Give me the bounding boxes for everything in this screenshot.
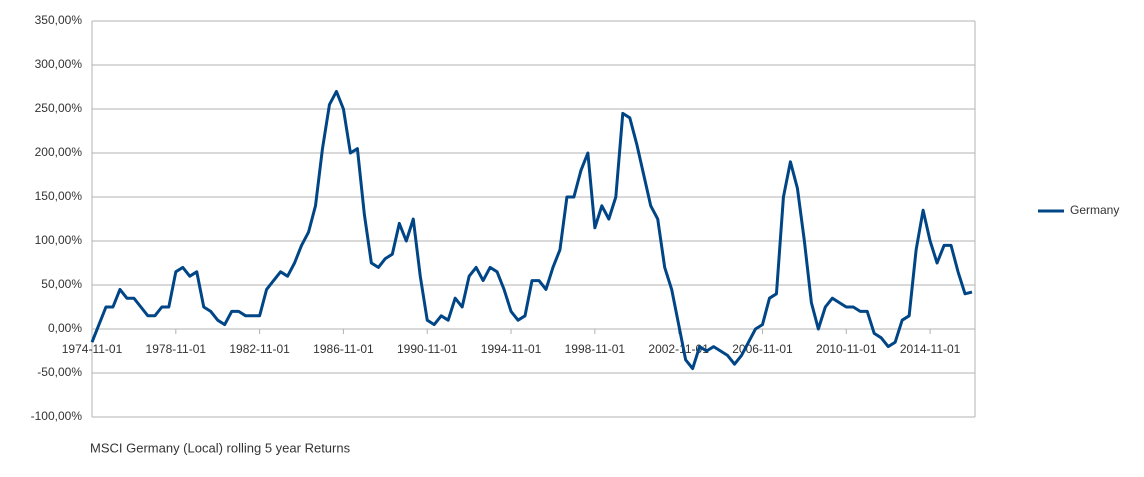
- x-tick-label: 2002-11-01: [648, 342, 709, 356]
- x-tick-label: 1978-11-01: [146, 342, 207, 356]
- y-tick-label: 100,00%: [35, 233, 83, 247]
- x-tick-label: 1974-11-01: [62, 342, 123, 356]
- y-tick-label: 0,00%: [48, 321, 82, 335]
- x-tick-label: 1986-11-01: [313, 342, 374, 356]
- x-tick-label: 2010-11-01: [816, 342, 877, 356]
- legend-label: Germany: [1070, 203, 1119, 217]
- y-tick-label: 250,00%: [35, 101, 83, 115]
- y-tick-label: 300,00%: [35, 57, 83, 71]
- y-tick-label: 150,00%: [35, 189, 83, 203]
- x-tick-label: 1990-11-01: [397, 342, 458, 356]
- x-tick-label: 1994-11-01: [481, 342, 542, 356]
- y-tick-label: 350,00%: [35, 13, 83, 27]
- x-tick-label: 1982-11-01: [229, 342, 290, 356]
- y-tick-label: -100,00%: [31, 409, 83, 423]
- line-series: [90, 89, 973, 371]
- x-tick-label: 1998-11-01: [565, 342, 626, 356]
- y-tick-label: -50,00%: [37, 365, 82, 379]
- x-tick-label: 2014-11-01: [900, 342, 961, 356]
- y-tick-label: 200,00%: [35, 145, 83, 159]
- caption: MSCI Germany (Local) rolling 5 year Retu…: [90, 440, 351, 455]
- y-tick-label: 50,00%: [41, 277, 82, 291]
